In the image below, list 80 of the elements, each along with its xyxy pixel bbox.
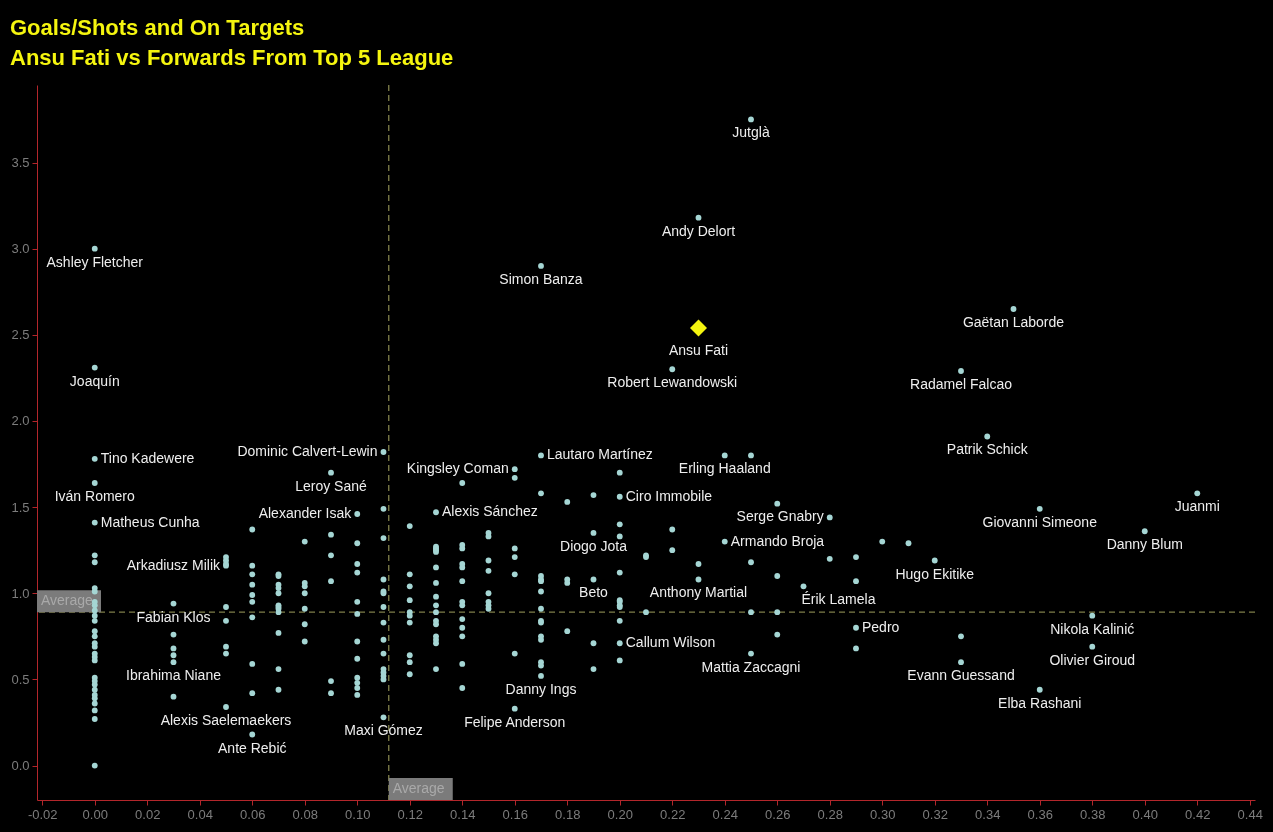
annotation: Maxi Gómez (344, 722, 423, 739)
annotation: Nikola Kalinić (1050, 620, 1135, 637)
annotation: Olivier Giroud (1049, 651, 1136, 668)
annotation: Jutglà (732, 124, 770, 141)
x-tick-label: 0.44 (1237, 806, 1263, 822)
annotation: Alexis Sánchez (442, 503, 538, 520)
x-tick-label: 0.32 (922, 806, 948, 822)
x-tick-label: 0.24 (712, 806, 738, 822)
annotation: Diogo Jota (560, 537, 628, 554)
annotation: Erling Haaland (678, 460, 771, 477)
x-tick-label: 0.42 (1185, 806, 1211, 822)
annotation: Gaëtan Laborde (962, 313, 1065, 330)
annotation: Radamel Falcao (910, 376, 1013, 392)
y-tick-label: 3.5 (11, 155, 30, 171)
annotation: Alexis Saelemaekers (160, 711, 292, 728)
x-tick-label: 0.36 (1027, 806, 1053, 822)
y-tick-label: 1.0 (11, 585, 30, 601)
x-tick-label: 0.40 (1132, 806, 1158, 822)
y-tick-label: 0.0 (11, 758, 30, 774)
annotation: Mattia Zaccagni (701, 658, 801, 675)
x-tick-label: 0.02 (135, 806, 161, 822)
annotation: Arkadiusz Milik (126, 556, 221, 573)
annotation: Beto (579, 584, 609, 601)
y-tick-label: 1.5 (11, 499, 30, 515)
annotation: Felipe Anderson (464, 713, 566, 730)
annotation: Juanmi (1174, 498, 1220, 515)
x-tick-label: 0.38 (1080, 806, 1106, 822)
x-tick-label: 0.22 (660, 806, 686, 822)
annotation: Lautaro Martínez (547, 446, 653, 463)
x-tick-label: 0.34 (975, 806, 1001, 822)
annotation: Iván Romero (54, 487, 136, 504)
annotation: Matheus Cunha (100, 513, 200, 530)
annotation: Ciro Immobile (625, 487, 713, 504)
x-tick-label: 0.18 (555, 806, 581, 822)
x-tick-label: 0.10 (345, 806, 371, 822)
annotation: Elba Rashani (998, 694, 1082, 711)
x-tick-label: 0.20 (607, 806, 633, 822)
x-tick-label: 0.26 (765, 806, 791, 822)
annotation: Danny Ings (505, 680, 577, 697)
series-label: Ansu Fati (668, 342, 729, 359)
x-tick-label: 0.04 (187, 806, 213, 822)
annotation: Ashley Fletcher (46, 253, 144, 270)
x-tick-label: 0.00 (82, 806, 108, 822)
chart-title: Goals/Shots and On Targets (10, 15, 305, 41)
annotation: Giovanni Simeone (982, 513, 1098, 530)
annotation: Tino Kadewere (100, 449, 195, 466)
annotation: Joaquín (69, 372, 120, 389)
annotation: Ibrahima Niane (126, 667, 222, 684)
x-tick-label: -0.02 (27, 806, 58, 822)
annotation: Danny Blum (1106, 536, 1183, 553)
y-tick-label: 3.0 (11, 241, 30, 257)
annotation: Robert Lewandowski (607, 374, 738, 391)
y-tick-label: 2.5 (11, 327, 30, 343)
annotation: Evann Guessand (907, 667, 1015, 684)
annotation: Érik Lamela (801, 591, 876, 608)
annotation: Leroy Sané (295, 477, 368, 494)
y-tick-label: 0.5 (11, 671, 30, 687)
annotation: Fabian Klos (136, 608, 211, 625)
annotation: Hugo Ekitike (895, 565, 975, 582)
chart-subtitle: Ansu Fati vs Forwards From Top 5 League (10, 45, 454, 71)
annotation: Ante Rebić (218, 739, 287, 756)
annotation: Serge Gnabry (736, 508, 824, 525)
annotation: Alexander Isak (258, 505, 353, 521)
x-tick-label: 0.28 (817, 806, 843, 822)
x-tick-label: 0.14 (450, 806, 476, 822)
annotation: Simon Banza (499, 270, 583, 287)
x-tick-label: 0.08 (292, 806, 318, 822)
x-tick-label: 0.12 (397, 806, 423, 822)
annotation: Andy Delort (661, 222, 736, 239)
annotation: Pedro (862, 618, 900, 635)
annotation: Patrik Schick (946, 441, 1029, 458)
annotation: Anthony Martial (649, 584, 748, 601)
y-tick-label: 2.0 (11, 413, 30, 429)
x-tick-label: 0.30 (870, 806, 896, 822)
x-tick-label: 0.06 (240, 806, 266, 822)
annotation: Callum Wilson (625, 634, 716, 651)
annotation: Kingsley Coman (406, 460, 509, 477)
annotation: Dominic Calvert-Lewin (237, 442, 378, 459)
x-tick-label: 0.16 (502, 806, 528, 822)
annotation: Armando Broja (730, 532, 825, 549)
